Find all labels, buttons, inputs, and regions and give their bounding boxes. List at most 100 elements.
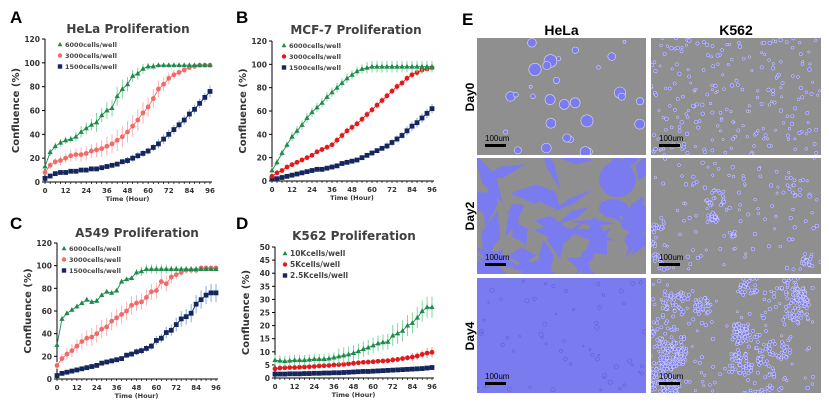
x-tick-label: 12 xyxy=(287,186,297,194)
suspension-cell xyxy=(659,147,663,152)
data-point xyxy=(405,355,410,361)
data-point xyxy=(158,266,164,271)
suspension-cell xyxy=(716,167,721,171)
data-point xyxy=(316,363,322,369)
scale-bar-label: 100um xyxy=(485,372,510,381)
suspension-cell xyxy=(764,329,768,333)
rounded-cell xyxy=(634,118,646,130)
suspension-cell xyxy=(685,306,689,310)
suspension-cell xyxy=(708,101,713,106)
data-point xyxy=(314,149,320,155)
suspension-cell xyxy=(677,71,682,76)
data-point xyxy=(321,363,327,369)
data-point xyxy=(359,155,365,161)
cell-nucleus xyxy=(532,296,537,301)
suspension-cell xyxy=(814,127,818,132)
data-point xyxy=(359,66,365,71)
suspension-cell xyxy=(800,95,805,100)
suspension-cell xyxy=(785,133,790,138)
data-point xyxy=(104,164,110,169)
suspension-cell xyxy=(679,339,683,344)
suspension-cell xyxy=(753,198,757,202)
suspension-cell xyxy=(736,289,740,294)
data-point xyxy=(292,365,298,370)
cell-nucleus xyxy=(512,349,516,353)
data-point xyxy=(399,327,406,333)
legend-label: 3000cells/well xyxy=(289,53,341,61)
data-point xyxy=(375,358,381,364)
rounded-cell xyxy=(607,52,616,61)
x-tick-label: 24 xyxy=(81,187,91,195)
cell-nucleus xyxy=(482,318,486,322)
cell-nucleus xyxy=(618,386,622,391)
suspension-cell xyxy=(736,310,739,314)
suspension-cell xyxy=(770,386,775,390)
suspension-cell xyxy=(743,182,747,186)
rounded-cell xyxy=(569,97,581,109)
micrograph-hela-day2-cells xyxy=(477,158,646,274)
cell-nucleus xyxy=(640,371,645,376)
data-point xyxy=(163,281,169,287)
suspension-cell xyxy=(792,178,797,183)
rounded-cell xyxy=(528,84,533,89)
data-point xyxy=(277,357,283,363)
suspension-cell xyxy=(662,52,667,56)
x-tick-label: 24 xyxy=(307,186,317,194)
data-point xyxy=(129,302,134,308)
suspension-cell xyxy=(730,367,735,371)
suspension-cell xyxy=(746,285,750,290)
suspension-cell xyxy=(730,165,735,170)
suspension-cell xyxy=(658,336,662,340)
suspension-cell xyxy=(661,347,665,352)
suspension-cell xyxy=(721,138,725,142)
suspension-cell xyxy=(801,257,805,262)
suspension-cell xyxy=(691,174,696,179)
data-point xyxy=(114,93,120,99)
suspension-cell xyxy=(719,129,722,133)
data-point xyxy=(379,63,385,69)
suspension-cell xyxy=(670,67,674,71)
cell-nucleus xyxy=(613,364,619,369)
rounded-cell xyxy=(556,56,562,62)
suspension-cell xyxy=(770,66,776,71)
data-point xyxy=(64,369,70,375)
suspension-cell xyxy=(711,196,716,201)
data-point xyxy=(304,169,310,175)
data-point xyxy=(188,310,194,316)
suspension-cell xyxy=(657,109,661,112)
suspension-cell xyxy=(684,131,690,136)
data-point xyxy=(94,147,99,153)
suspension-cell xyxy=(679,49,684,54)
data-point xyxy=(158,279,164,284)
data-point xyxy=(294,127,300,133)
data-point xyxy=(390,367,396,373)
suspension-cell xyxy=(651,326,654,331)
micrograph-hela-day2: 100um xyxy=(477,158,646,274)
suspension-cell xyxy=(810,285,815,290)
data-point xyxy=(52,159,58,165)
x-tick-label: 60 xyxy=(143,187,153,195)
cell-nucleus xyxy=(544,282,547,286)
suspension-cell xyxy=(753,283,758,288)
suspension-cell xyxy=(766,364,771,368)
data-point xyxy=(42,176,48,181)
data-point xyxy=(341,352,347,358)
suspension-cell xyxy=(763,217,767,222)
suspension-cell xyxy=(811,226,816,231)
spread-cell xyxy=(510,184,559,204)
data-point xyxy=(284,141,290,147)
suspension-cell xyxy=(816,93,820,97)
suspension-cell xyxy=(653,303,657,307)
suspension-cell xyxy=(741,124,745,128)
suspension-cell xyxy=(666,326,670,331)
suspension-cell xyxy=(774,128,777,132)
suspension-cell xyxy=(811,375,815,379)
y-tick-label: 30 xyxy=(260,295,270,304)
suspension-cell xyxy=(791,318,796,322)
suspension-cell xyxy=(699,355,704,360)
data-point xyxy=(213,290,219,296)
suspension-cell xyxy=(764,324,768,328)
suspension-cell xyxy=(812,158,816,160)
suspension-cell xyxy=(787,171,791,174)
suspension-cell xyxy=(724,208,729,212)
